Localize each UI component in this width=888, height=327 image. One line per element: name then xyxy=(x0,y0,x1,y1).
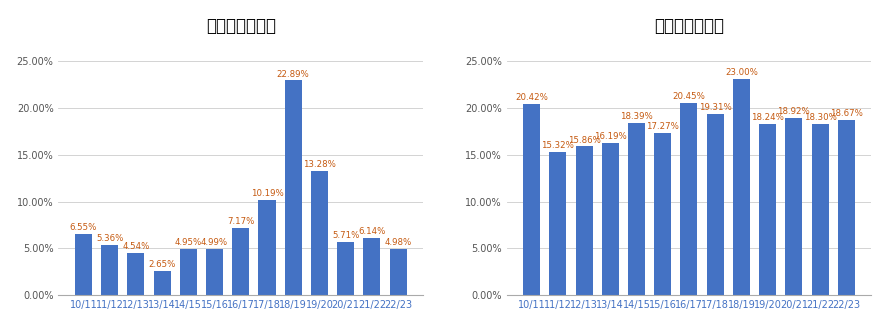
Text: 19.31%: 19.31% xyxy=(699,103,732,112)
Title: 全球大豆库销比: 全球大豆库销比 xyxy=(654,17,724,35)
Text: 18.92%: 18.92% xyxy=(777,107,810,116)
Bar xyxy=(363,238,380,296)
Bar xyxy=(180,249,197,296)
Text: 4.98%: 4.98% xyxy=(385,238,412,247)
Text: 17.27%: 17.27% xyxy=(646,122,679,131)
Bar xyxy=(837,120,855,296)
Bar xyxy=(654,133,671,296)
Bar xyxy=(550,151,567,296)
Text: 18.30%: 18.30% xyxy=(804,112,836,122)
Text: 2.65%: 2.65% xyxy=(148,260,176,269)
Bar xyxy=(759,124,776,296)
Bar xyxy=(812,124,829,296)
Text: 22.89%: 22.89% xyxy=(277,70,310,78)
Bar xyxy=(707,114,724,296)
Text: 6.55%: 6.55% xyxy=(70,223,97,232)
Bar xyxy=(575,146,592,296)
Text: 4.54%: 4.54% xyxy=(123,242,149,251)
Text: 15.32%: 15.32% xyxy=(542,141,575,150)
Bar xyxy=(337,242,354,296)
Bar xyxy=(785,118,803,296)
Text: 5.71%: 5.71% xyxy=(332,231,360,240)
Bar xyxy=(101,245,118,296)
Text: 13.28%: 13.28% xyxy=(303,160,336,169)
Bar xyxy=(733,79,749,296)
Bar xyxy=(285,80,302,296)
Bar xyxy=(602,143,619,296)
Bar xyxy=(628,123,645,296)
Bar xyxy=(390,249,407,296)
Text: 10.19%: 10.19% xyxy=(250,189,283,198)
Text: 5.36%: 5.36% xyxy=(96,234,123,243)
Text: 20.45%: 20.45% xyxy=(672,93,705,101)
Bar xyxy=(127,253,145,296)
Bar xyxy=(523,104,540,296)
Title: 美国大豆库销比: 美国大豆库销比 xyxy=(206,17,276,35)
Text: 18.67%: 18.67% xyxy=(829,109,862,118)
Text: 4.95%: 4.95% xyxy=(175,238,202,247)
Bar xyxy=(233,228,250,296)
Text: 15.86%: 15.86% xyxy=(567,136,600,145)
Text: 18.24%: 18.24% xyxy=(751,113,784,122)
Text: 23.00%: 23.00% xyxy=(725,68,757,77)
Text: 16.19%: 16.19% xyxy=(594,132,627,142)
Text: 4.99%: 4.99% xyxy=(201,238,228,247)
Text: 7.17%: 7.17% xyxy=(227,217,255,226)
Bar xyxy=(311,171,328,296)
Text: 20.42%: 20.42% xyxy=(515,93,548,102)
Text: 6.14%: 6.14% xyxy=(358,227,385,236)
Bar xyxy=(75,234,92,296)
Text: 18.39%: 18.39% xyxy=(620,112,653,121)
Bar xyxy=(680,103,697,296)
Bar xyxy=(154,270,170,296)
Bar xyxy=(258,200,275,296)
Bar xyxy=(206,249,223,296)
